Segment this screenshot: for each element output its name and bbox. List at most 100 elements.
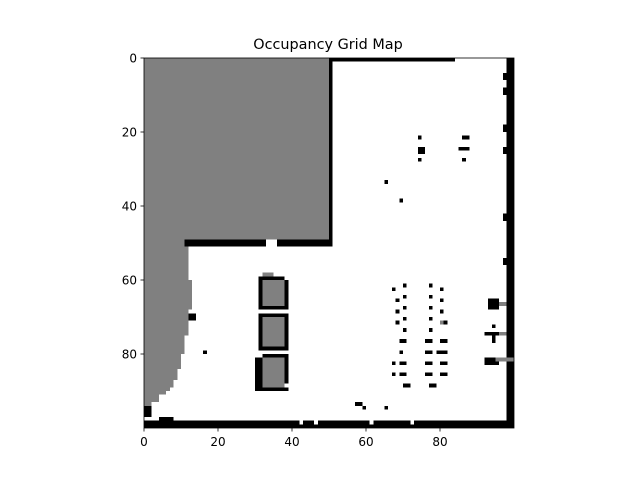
unknown-cell-region	[144, 368, 178, 380]
occupied-cell-region	[428, 317, 433, 321]
occupied-cell-region	[425, 372, 433, 377]
unknown-cell-region	[262, 317, 285, 347]
occupied-cell-region	[284, 313, 289, 351]
occupied-cell-region	[403, 294, 407, 299]
occupied-cell-region	[428, 328, 433, 332]
occupied-cell-region	[488, 298, 500, 310]
occupied-cell-region	[399, 372, 407, 377]
occupied-cell-region	[425, 339, 433, 343]
occupied-cell-region	[384, 405, 389, 410]
occupied-cell-region	[399, 339, 407, 343]
occupied-cell-region	[258, 276, 267, 280]
occupied-cell-region	[417, 135, 422, 140]
unknown-cell-region	[144, 394, 159, 403]
unknown-cell-region	[262, 272, 274, 277]
y-tick-label: 60	[122, 274, 137, 288]
unknown-cell-region	[440, 320, 444, 325]
occupied-cell-region	[258, 305, 289, 310]
occupied-cell-region	[184, 239, 267, 247]
x-tick-label: 80	[432, 435, 447, 449]
occupied-cell-region	[462, 157, 466, 162]
occupied-cell-region	[502, 72, 507, 81]
occupied-cell-region	[428, 283, 433, 288]
y-tick-label: 80	[122, 348, 137, 362]
free-cell-region	[299, 420, 304, 425]
y-tick-label: 20	[122, 126, 137, 140]
occupied-cell-region	[391, 361, 396, 366]
occupied-cell-region	[417, 146, 426, 155]
occupied-cell-region	[144, 420, 507, 428]
occupied-cell-region	[417, 157, 422, 162]
x-tick-label: 40	[284, 435, 299, 449]
occupied-cell-region	[144, 405, 152, 417]
occupied-cell-region	[502, 257, 507, 266]
plot-frame	[143, 57, 515, 429]
occupied-cell-region	[425, 350, 433, 354]
occupied-cell-region	[484, 357, 500, 366]
occupied-cell-region	[502, 213, 507, 221]
free-cell-region	[410, 420, 415, 425]
occupied-cell-region	[255, 357, 263, 391]
unknown-cell-region	[495, 357, 514, 362]
occupied-cell-region	[502, 87, 507, 95]
occupied-cell-region	[440, 372, 448, 377]
occupied-cell-region	[502, 124, 507, 132]
x-tick-label: 0	[140, 435, 148, 449]
y-tick-label: 0	[129, 52, 137, 66]
occupied-cell-region	[399, 361, 407, 366]
unknown-cell-region	[499, 302, 507, 306]
unknown-cell-region	[262, 357, 285, 388]
occupied-cell-region	[440, 361, 448, 366]
occupied-cell-region	[284, 354, 289, 384]
occupied-cell-region	[258, 280, 263, 310]
occupied-cell-region	[403, 283, 407, 288]
unknown-cell-region	[144, 391, 167, 395]
unknown-cell-region	[144, 328, 185, 354]
occupied-cell-region	[403, 317, 407, 321]
occupied-cell-region	[440, 309, 444, 314]
occupied-cell-region	[391, 372, 396, 377]
occupied-cell-region	[362, 405, 366, 410]
occupied-cell-region	[440, 298, 444, 303]
x-tick-label: 60	[358, 435, 373, 449]
occupied-cell-region	[428, 305, 433, 310]
occupied-cell-region	[255, 387, 289, 391]
occupied-cell-region	[258, 313, 263, 351]
unknown-cell-region	[144, 239, 189, 280]
occupied-cell-region	[158, 416, 174, 421]
free-cell-region	[369, 420, 374, 425]
plot-area	[143, 57, 515, 429]
unknown-cell-region	[144, 58, 329, 240]
occupied-cell-region	[403, 383, 411, 388]
occupied-cell-region	[428, 383, 437, 388]
occupied-cell-region	[403, 305, 407, 310]
occupied-cell-region	[262, 354, 289, 358]
occupied-cell-region	[262, 276, 285, 280]
unknown-cell-region	[184, 320, 189, 336]
occupied-cell-region	[395, 320, 400, 325]
map-cells	[144, 58, 514, 428]
occupied-cell-region	[440, 287, 444, 292]
occupied-cell-region	[403, 328, 407, 332]
unknown-cell-region	[144, 387, 170, 391]
occupied-cell-region	[384, 180, 389, 184]
y-tick-label: 40	[122, 200, 137, 214]
x-axis: 0 20 40 60 80	[140, 428, 448, 449]
occupied-cell-region	[395, 309, 400, 314]
occupied-cell-region	[395, 298, 400, 303]
unknown-cell-region	[262, 280, 285, 306]
occupied-cell-region	[484, 331, 500, 336]
y-axis: 0 20 40 60 80	[122, 52, 144, 362]
unknown-cell-region	[144, 354, 181, 369]
occupied-cell-region	[188, 313, 196, 321]
occupied-cell-region	[428, 294, 433, 299]
occupied-cell-region	[502, 146, 507, 155]
occupied-cell-region	[491, 324, 496, 329]
occupied-cell-region	[258, 313, 285, 317]
occupied-cell-region	[491, 335, 496, 343]
occupied-cell-region	[443, 320, 448, 325]
chart-title: Occupancy Grid Map	[253, 37, 403, 53]
occupied-cell-region	[458, 146, 470, 151]
